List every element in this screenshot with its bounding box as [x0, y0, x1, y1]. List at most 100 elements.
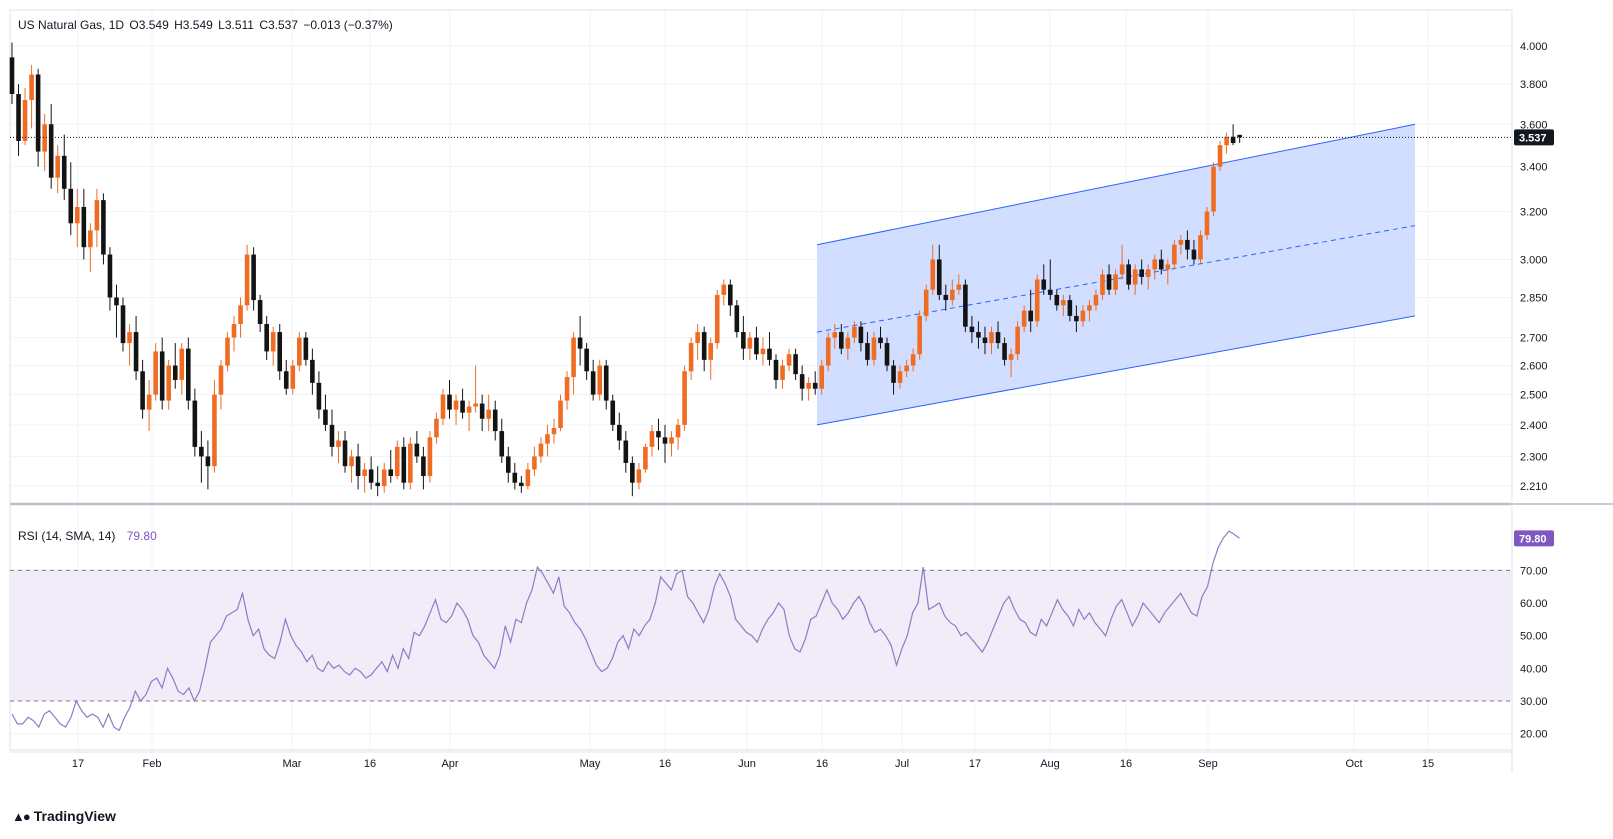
candle[interactable] — [466, 400, 472, 432]
candle[interactable] — [1093, 289, 1099, 311]
tradingview-logo[interactable]: ▲● TradingView — [12, 808, 116, 824]
candle[interactable] — [35, 68, 41, 167]
candle[interactable] — [186, 337, 191, 410]
candle[interactable] — [440, 388, 446, 425]
candle[interactable] — [519, 476, 524, 493]
candle[interactable] — [1165, 259, 1171, 285]
candle[interactable] — [238, 297, 243, 338]
candle[interactable] — [571, 332, 576, 395]
candle[interactable] — [512, 462, 518, 490]
candle[interactable] — [708, 337, 714, 380]
candle[interactable] — [943, 284, 949, 311]
candle[interactable] — [264, 315, 269, 360]
candle[interactable] — [55, 145, 61, 194]
candle[interactable] — [603, 359, 609, 410]
candle[interactable] — [630, 456, 635, 497]
candle[interactable] — [473, 365, 478, 413]
candle[interactable] — [381, 462, 387, 493]
candle[interactable] — [1237, 134, 1242, 143]
candle[interactable] — [81, 188, 87, 260]
channel-upper-line[interactable] — [816, 123, 1416, 246]
candle[interactable] — [453, 394, 459, 425]
candle[interactable] — [852, 321, 857, 344]
candle[interactable] — [845, 332, 851, 360]
candle[interactable] — [695, 323, 700, 360]
candle[interactable] — [734, 300, 740, 338]
candle[interactable] — [1119, 244, 1125, 280]
candle[interactable] — [636, 462, 642, 490]
candle[interactable] — [75, 188, 80, 248]
candle[interactable] — [408, 437, 413, 490]
candle[interactable] — [728, 279, 733, 316]
candle[interactable] — [329, 409, 335, 457]
candle[interactable] — [558, 394, 563, 432]
candle[interactable] — [545, 424, 550, 457]
candle[interactable] — [421, 446, 426, 490]
candle[interactable] — [1015, 321, 1020, 360]
candle[interactable] — [1152, 254, 1158, 280]
candle[interactable] — [1106, 264, 1112, 295]
candle[interactable] — [963, 279, 968, 333]
candle[interactable] — [166, 359, 172, 410]
candle[interactable] — [16, 84, 21, 156]
candle[interactable] — [910, 348, 916, 372]
candle[interactable] — [505, 446, 511, 483]
candle[interactable] — [316, 371, 322, 419]
rsi-line[interactable] — [11, 530, 1240, 732]
candle[interactable] — [643, 443, 648, 473]
rsi-axis[interactable]: 70.00 60.00 50.00 40.00 30.00 20.00 79.80 — [1514, 530, 1554, 741]
candle[interactable] — [1132, 264, 1138, 295]
candle[interactable] — [1211, 162, 1216, 217]
candle[interactable] — [218, 359, 224, 410]
candle[interactable] — [682, 365, 687, 432]
candle[interactable] — [812, 371, 818, 395]
candle[interactable] — [349, 450, 354, 483]
candle[interactable] — [101, 193, 106, 265]
candle[interactable] — [989, 326, 994, 355]
candle[interactable] — [714, 289, 720, 349]
candle[interactable] — [146, 379, 152, 432]
candle[interactable] — [786, 348, 792, 372]
candle[interactable] — [754, 326, 759, 360]
channel-middle-line[interactable] — [816, 225, 1416, 333]
candle[interactable] — [1028, 289, 1033, 333]
candle[interactable] — [1139, 259, 1144, 285]
candle[interactable] — [1158, 249, 1164, 275]
candle[interactable] — [244, 244, 250, 311]
candle[interactable] — [107, 247, 113, 311]
candle[interactable] — [172, 343, 178, 389]
candle[interactable] — [538, 437, 544, 463]
candle[interactable] — [577, 315, 583, 366]
candle[interactable] — [1100, 269, 1105, 301]
candle[interactable] — [1080, 305, 1086, 327]
candle[interactable] — [551, 418, 557, 444]
candle[interactable] — [394, 440, 400, 480]
candle[interactable] — [257, 294, 263, 333]
candle[interactable] — [1126, 259, 1131, 290]
candle[interactable] — [701, 326, 707, 372]
candle[interactable] — [447, 379, 452, 419]
candle[interactable] — [61, 134, 67, 201]
candle[interactable] — [140, 359, 145, 419]
candle[interactable] — [1054, 289, 1060, 311]
candle[interactable] — [133, 315, 139, 380]
candle[interactable] — [649, 424, 655, 457]
candle[interactable] — [114, 284, 119, 338]
candle[interactable] — [1185, 230, 1190, 260]
candle[interactable] — [460, 388, 465, 419]
candle[interactable] — [1230, 124, 1236, 146]
candle[interactable] — [1204, 206, 1210, 240]
candle[interactable] — [741, 315, 746, 360]
candle[interactable] — [675, 418, 681, 451]
candle[interactable] — [1008, 348, 1014, 378]
candle[interactable] — [427, 431, 433, 483]
candle[interactable] — [936, 244, 942, 301]
candle[interactable] — [368, 456, 374, 490]
candle[interactable] — [760, 337, 766, 366]
candle[interactable] — [923, 284, 929, 322]
candle[interactable] — [832, 323, 838, 349]
candle[interactable] — [323, 394, 328, 432]
candle[interactable] — [897, 365, 903, 389]
candle[interactable] — [1217, 140, 1223, 172]
candle[interactable] — [375, 466, 380, 497]
